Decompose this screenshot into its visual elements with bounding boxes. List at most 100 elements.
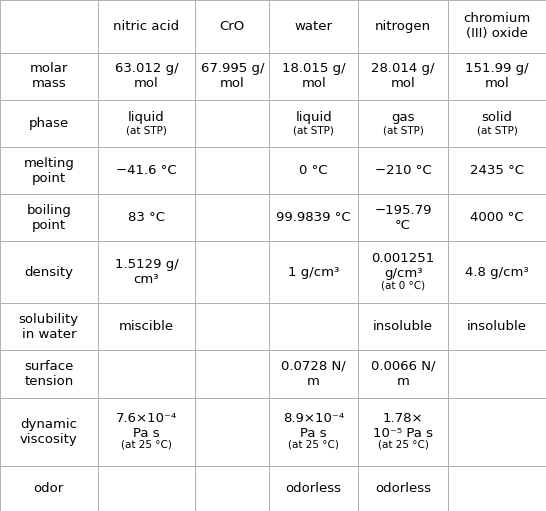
Text: 151.99 g/
mol: 151.99 g/ mol bbox=[465, 62, 529, 90]
Text: 67.995 g/
mol: 67.995 g/ mol bbox=[200, 62, 264, 90]
Text: nitrogen: nitrogen bbox=[375, 20, 431, 33]
Bar bbox=[448, 398, 546, 466]
Text: 63.012 g/
mol: 63.012 g/ mol bbox=[115, 62, 178, 90]
Text: molar
mass: molar mass bbox=[29, 62, 68, 90]
Bar bbox=[98, 53, 195, 100]
Bar bbox=[98, 303, 195, 351]
Bar bbox=[269, 398, 358, 466]
Text: liquid: liquid bbox=[295, 111, 332, 124]
Bar bbox=[358, 0, 448, 53]
Text: (at 25 °C): (at 25 °C) bbox=[121, 440, 172, 450]
Text: chromium
(III) oxide: chromium (III) oxide bbox=[464, 12, 531, 40]
Bar bbox=[0, 241, 98, 303]
Text: 0.0728 N/
m: 0.0728 N/ m bbox=[281, 360, 346, 388]
Bar bbox=[98, 398, 195, 466]
Bar bbox=[269, 241, 358, 303]
Bar bbox=[269, 194, 358, 241]
Bar bbox=[0, 100, 98, 147]
Text: 8.9×10⁻⁴
Pa s: 8.9×10⁻⁴ Pa s bbox=[283, 412, 344, 439]
Bar bbox=[269, 100, 358, 147]
Bar bbox=[0, 147, 98, 194]
Bar bbox=[448, 194, 546, 241]
Bar bbox=[195, 303, 269, 351]
Bar bbox=[195, 100, 269, 147]
Bar bbox=[358, 398, 448, 466]
Text: 1.5129 g/
cm³: 1.5129 g/ cm³ bbox=[115, 258, 179, 286]
Text: 4000 °C: 4000 °C bbox=[470, 212, 524, 224]
Text: odorless: odorless bbox=[375, 482, 431, 495]
Text: (at STP): (at STP) bbox=[126, 126, 167, 135]
Text: dynamic
viscosity: dynamic viscosity bbox=[20, 417, 78, 446]
Bar bbox=[0, 53, 98, 100]
Bar bbox=[0, 466, 98, 511]
Text: 18.015 g/
mol: 18.015 g/ mol bbox=[282, 62, 346, 90]
Bar bbox=[98, 351, 195, 398]
Text: 99.9839 °C: 99.9839 °C bbox=[276, 212, 351, 224]
Bar bbox=[269, 466, 358, 511]
Text: (at 0 °C): (at 0 °C) bbox=[381, 281, 425, 291]
Bar bbox=[0, 398, 98, 466]
Text: 0 °C: 0 °C bbox=[299, 164, 328, 177]
Bar bbox=[195, 53, 269, 100]
Text: 0.001251
g/cm³: 0.001251 g/cm³ bbox=[371, 252, 435, 281]
Bar bbox=[448, 100, 546, 147]
Text: 1 g/cm³: 1 g/cm³ bbox=[288, 266, 339, 279]
Text: −41.6 °C: −41.6 °C bbox=[116, 164, 177, 177]
Bar bbox=[448, 0, 546, 53]
Text: 2435 °C: 2435 °C bbox=[470, 164, 524, 177]
Text: density: density bbox=[25, 266, 73, 279]
Bar bbox=[98, 241, 195, 303]
Text: −210 °C: −210 °C bbox=[375, 164, 431, 177]
Text: (at STP): (at STP) bbox=[383, 126, 424, 135]
Text: 4.8 g/cm³: 4.8 g/cm³ bbox=[465, 266, 529, 279]
Text: surface
tension: surface tension bbox=[24, 360, 74, 388]
Text: 0.0066 N/
m: 0.0066 N/ m bbox=[371, 360, 435, 388]
Bar bbox=[269, 0, 358, 53]
Bar bbox=[358, 194, 448, 241]
Bar bbox=[358, 53, 448, 100]
Bar bbox=[269, 147, 358, 194]
Bar bbox=[269, 53, 358, 100]
Bar bbox=[269, 351, 358, 398]
Text: (at 25 °C): (at 25 °C) bbox=[288, 440, 339, 450]
Bar bbox=[358, 466, 448, 511]
Text: 83 °C: 83 °C bbox=[128, 212, 165, 224]
Text: (at STP): (at STP) bbox=[293, 126, 334, 135]
Text: miscible: miscible bbox=[119, 320, 174, 333]
Text: 7.6×10⁻⁴
Pa s: 7.6×10⁻⁴ Pa s bbox=[116, 412, 177, 439]
Text: solid: solid bbox=[482, 111, 513, 124]
Bar bbox=[448, 147, 546, 194]
Bar bbox=[98, 0, 195, 53]
Bar bbox=[358, 303, 448, 351]
Bar bbox=[195, 241, 269, 303]
Text: phase: phase bbox=[29, 117, 69, 130]
Bar bbox=[195, 351, 269, 398]
Text: (at 25 °C): (at 25 °C) bbox=[378, 440, 429, 450]
Bar bbox=[0, 351, 98, 398]
Bar bbox=[195, 398, 269, 466]
Text: nitric acid: nitric acid bbox=[114, 20, 180, 33]
Bar bbox=[448, 466, 546, 511]
Bar bbox=[195, 0, 269, 53]
Bar bbox=[448, 53, 546, 100]
Text: CrO: CrO bbox=[219, 20, 245, 33]
Text: gas: gas bbox=[391, 111, 415, 124]
Text: insoluble: insoluble bbox=[467, 320, 527, 333]
Text: water: water bbox=[295, 20, 333, 33]
Text: boiling
point: boiling point bbox=[26, 204, 71, 232]
Bar bbox=[358, 241, 448, 303]
Text: 28.014 g/
mol: 28.014 g/ mol bbox=[371, 62, 435, 90]
Text: odorless: odorless bbox=[286, 482, 342, 495]
Bar bbox=[358, 147, 448, 194]
Bar bbox=[98, 147, 195, 194]
Bar bbox=[195, 466, 269, 511]
Bar bbox=[195, 147, 269, 194]
Bar bbox=[448, 303, 546, 351]
Text: (at STP): (at STP) bbox=[477, 126, 518, 135]
Text: odor: odor bbox=[34, 482, 64, 495]
Bar bbox=[269, 303, 358, 351]
Bar bbox=[0, 0, 98, 53]
Bar bbox=[98, 194, 195, 241]
Bar bbox=[0, 194, 98, 241]
Text: liquid: liquid bbox=[128, 111, 165, 124]
